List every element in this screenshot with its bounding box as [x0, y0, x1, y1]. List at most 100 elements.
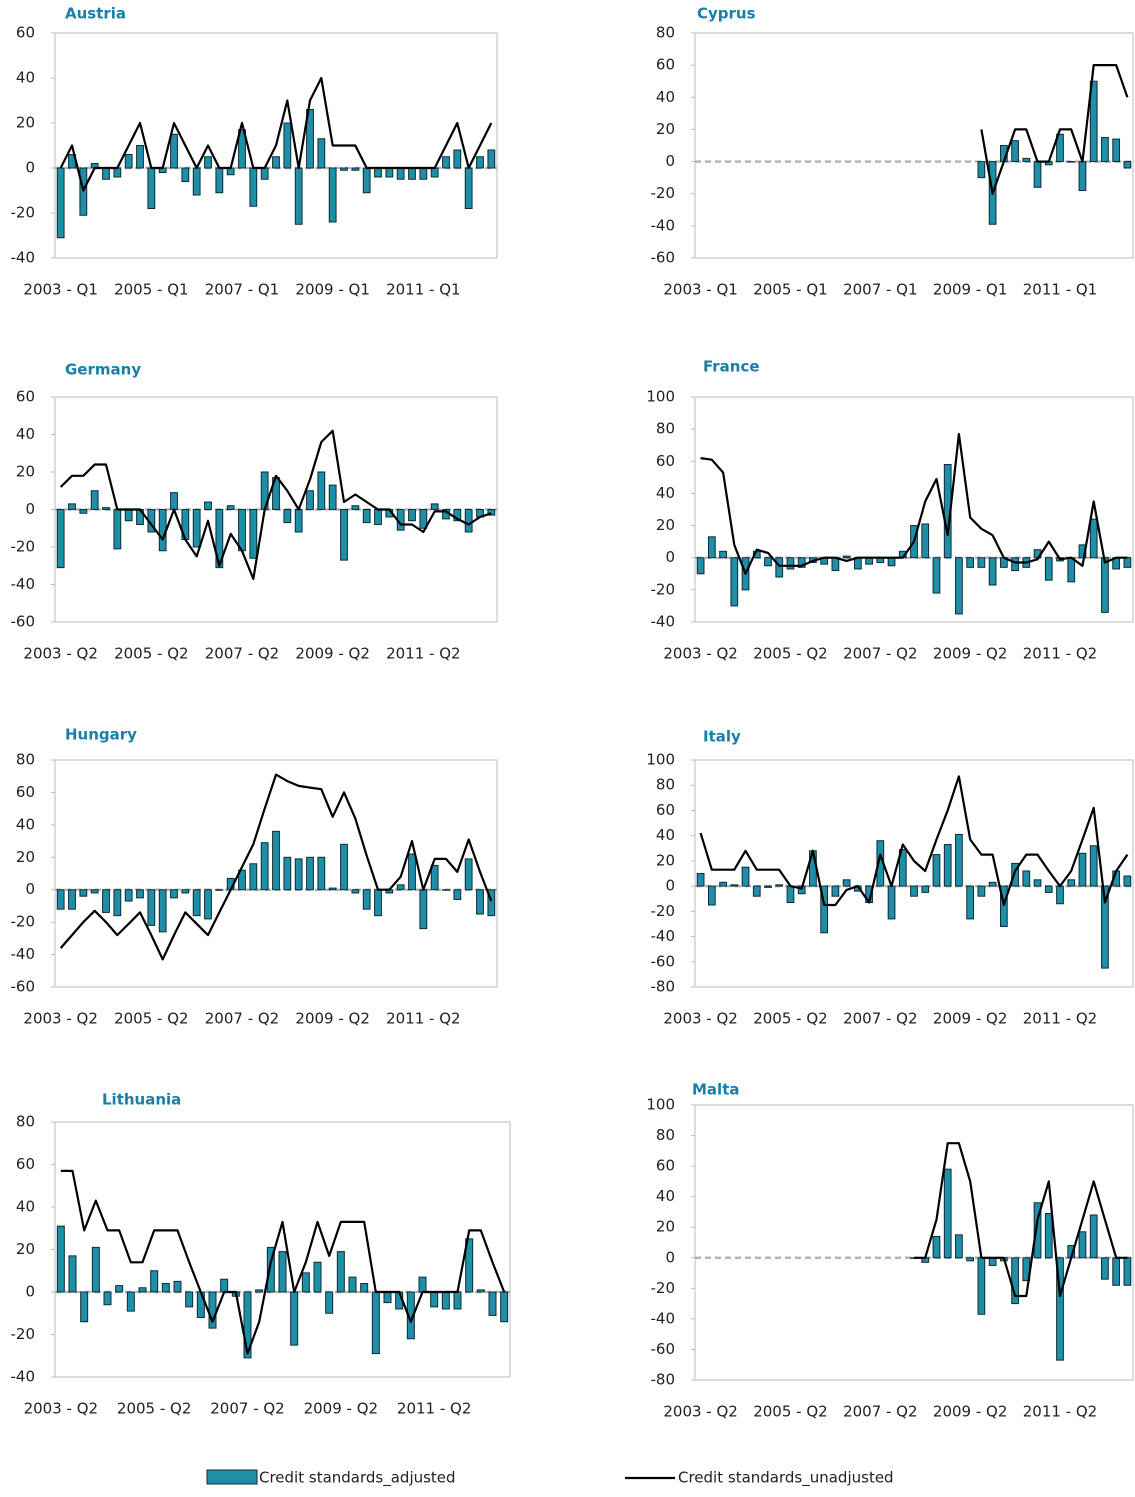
bar [238, 869, 246, 891]
y-tick-label: 60 [656, 801, 675, 819]
bar [943, 1168, 952, 1259]
bar [113, 167, 122, 178]
y-tick-label: 100 [646, 1096, 675, 1114]
bar [272, 830, 280, 891]
bar [464, 858, 473, 891]
y-tick-label: -20 [651, 1279, 676, 1297]
plot-frame [54, 1121, 511, 1378]
bar [68, 503, 76, 510]
bar [921, 523, 930, 559]
x-tick-label: 2009 - Q1 [295, 281, 369, 299]
plot-frame [54, 32, 498, 259]
y-tick-label: 40 [16, 1198, 35, 1216]
bar [1067, 161, 1076, 163]
bar [1101, 136, 1109, 163]
x-tick-label: 2007 - Q2 [205, 645, 279, 663]
bar [408, 853, 416, 891]
bar [988, 1257, 997, 1266]
bar [226, 505, 235, 510]
y-tick-label: -60 [651, 249, 676, 267]
x-tick-label: 2005 - Q2 [114, 645, 188, 663]
line [59, 429, 492, 580]
plot-frame [694, 759, 1134, 988]
y-tick-label: -60 [651, 952, 676, 970]
y-tick-label: 40 [16, 425, 35, 443]
bar [730, 557, 739, 607]
bar [260, 167, 269, 180]
chart-title: Malta [692, 1081, 739, 1099]
bar [441, 1291, 450, 1310]
bar [966, 1257, 975, 1262]
bar [1011, 557, 1019, 572]
line [700, 432, 1128, 575]
bar [204, 156, 212, 169]
bar [831, 557, 840, 572]
y-tick-label: 80 [656, 420, 675, 438]
bar [103, 1291, 112, 1306]
y-tick-label: -20 [651, 902, 676, 920]
bar [147, 889, 156, 926]
bar [487, 509, 496, 516]
bar [351, 505, 360, 510]
legend-label: Credit standards_unadjusted [678, 1469, 894, 1488]
x-tick-label: 2005 - Q2 [753, 1403, 827, 1421]
y-tick-label: 0 [665, 548, 675, 566]
bar [1056, 133, 1064, 163]
bar [170, 133, 178, 169]
bar [215, 509, 224, 569]
bar [204, 501, 212, 510]
bar [1078, 852, 1087, 887]
bar [102, 507, 110, 510]
bar [317, 856, 326, 891]
bar [383, 1291, 392, 1304]
bar [1011, 140, 1019, 163]
bar [730, 884, 739, 887]
bar [707, 536, 716, 559]
bar [340, 843, 348, 891]
chart-title: Austria [65, 5, 126, 23]
y-tick-label: 0 [25, 1283, 35, 1301]
bar [1067, 879, 1076, 887]
bar [1123, 161, 1132, 169]
x-tick-label: 2003 - Q1 [663, 281, 737, 299]
bar [181, 889, 190, 894]
bar [1089, 845, 1098, 887]
bar [301, 1272, 310, 1293]
bar [294, 858, 303, 891]
x-tick-label: 2003 - Q2 [23, 645, 97, 663]
bar [340, 509, 348, 561]
bar [328, 887, 337, 891]
bar [1123, 557, 1132, 568]
bar [465, 1238, 474, 1293]
bar [500, 1291, 509, 1323]
bar [115, 1285, 124, 1293]
bar [158, 889, 167, 933]
bar [741, 866, 750, 887]
bar [138, 1287, 147, 1293]
y-tick-label: 80 [656, 24, 675, 42]
bar [966, 885, 975, 920]
bar [453, 509, 462, 522]
bar [255, 1289, 264, 1293]
bar [371, 1291, 380, 1355]
y-tick-label: 60 [16, 24, 35, 42]
legend-swatch [206, 1469, 258, 1485]
bar [1033, 161, 1042, 188]
bar [430, 864, 439, 891]
bar [1101, 885, 1109, 969]
bar [1044, 885, 1053, 893]
bar [764, 885, 772, 888]
x-tick-label: 2005 - Q1 [114, 281, 188, 299]
x-tick-label: 2003 - Q2 [24, 1400, 98, 1418]
y-tick-label: -40 [651, 927, 676, 945]
bar [124, 889, 133, 902]
bar [1033, 879, 1042, 887]
x-tick-label: 2007 - Q2 [205, 1010, 279, 1028]
y-tick-label: -20 [651, 580, 676, 598]
bar [977, 1257, 986, 1315]
bar [173, 1280, 182, 1293]
y-tick-label: 40 [656, 1187, 675, 1205]
x-tick-label: 2009 - Q2 [295, 645, 369, 663]
x-tick-label: 2005 - Q1 [753, 281, 827, 299]
bar [306, 109, 314, 169]
